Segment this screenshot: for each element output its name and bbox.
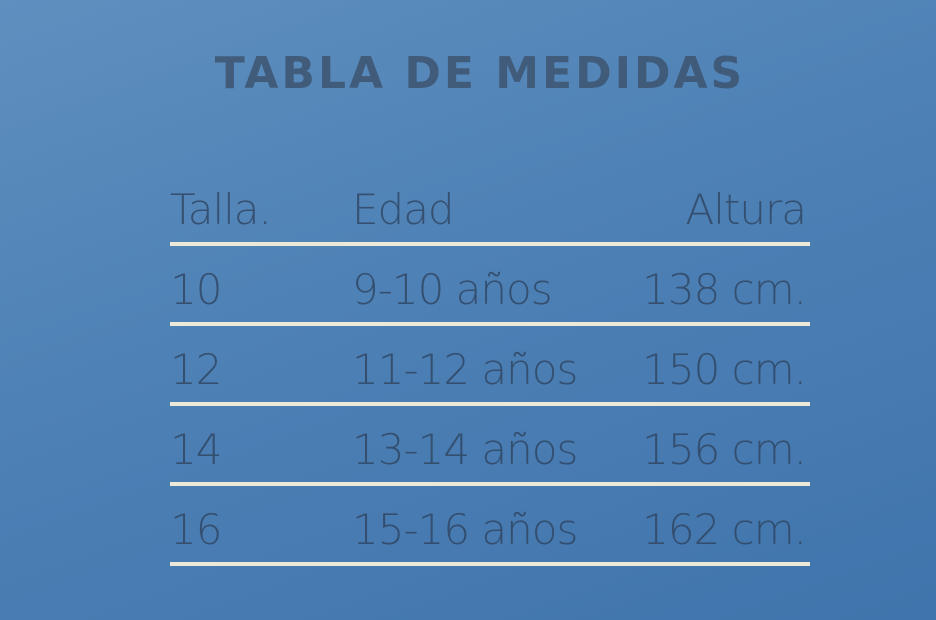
cell-altura: 138 cm. [642,265,807,314]
cell-altura: 156 cm. [642,425,807,474]
size-table: Talla. Edad Altura 10 9-10 años 138 cm. … [170,185,810,566]
cell-edad: 11-12 años [352,345,578,394]
table-row: 14 13-14 años 156 cm. [170,406,810,486]
table-row: 16 15-16 años 162 cm. [170,486,810,566]
page-title: TABLA DE MEDIDAS [214,48,746,99]
cell-edad: 15-16 años [352,505,578,554]
table-row: 12 11-12 años 150 cm. [170,326,810,406]
table-header: Talla. Edad Altura [170,185,810,246]
cell-altura: 150 cm. [642,345,807,394]
cell-talla: 16 [170,505,222,554]
cell-edad: 9-10 años [352,265,553,314]
cell-altura: 162 cm. [642,505,807,554]
table-row: 10 9-10 años 138 cm. [170,246,810,326]
cell-edad: 13-14 años [352,425,578,474]
cell-talla: 12 [170,345,222,394]
cell-talla: 14 [170,425,222,474]
cell-talla: 10 [170,265,222,314]
header-edad: Edad [352,185,455,234]
header-talla: Talla. [170,185,272,234]
header-altura: Altura [685,185,807,234]
